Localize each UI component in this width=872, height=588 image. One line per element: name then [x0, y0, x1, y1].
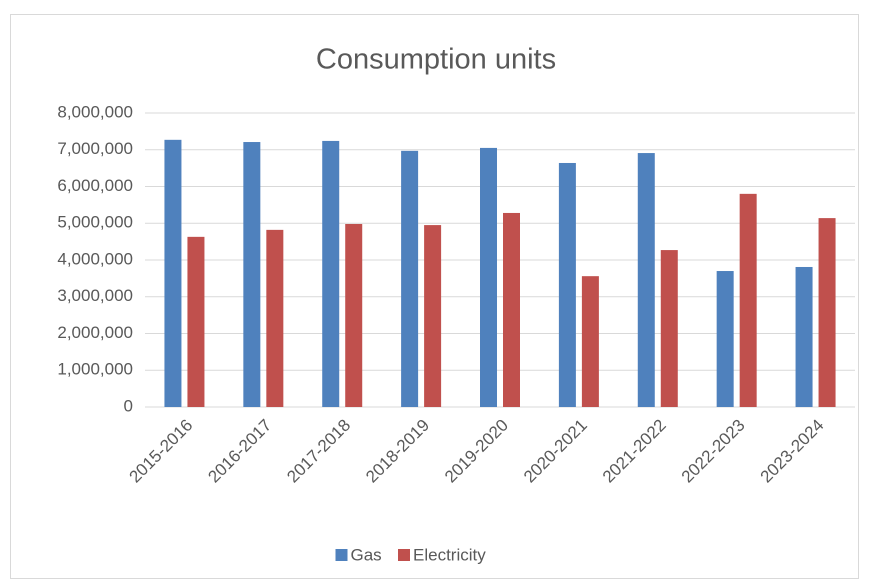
bar: [401, 150, 419, 408]
y-tick-label: 3,000,000: [57, 286, 133, 305]
legend-swatch: [335, 549, 348, 561]
y-tick-label: 1,000,000: [57, 360, 133, 379]
legend-swatch: [398, 549, 410, 561]
bar: [558, 162, 576, 407]
y-tick-label: 4,000,000: [57, 249, 133, 268]
bar: [187, 236, 205, 407]
y-tick-label: 2,000,000: [57, 323, 133, 342]
bar: [243, 142, 261, 407]
bar: [503, 212, 520, 407]
bar: [322, 140, 340, 407]
bar: [266, 229, 284, 407]
y-tick-label: 0: [124, 396, 133, 415]
bar: [818, 218, 836, 407]
bar: [480, 147, 497, 407]
bar: [424, 225, 442, 407]
y-tick-label: 6,000,000: [57, 176, 133, 195]
chart-title: Consumption units: [316, 44, 556, 76]
y-tick-label: 5,000,000: [57, 213, 133, 232]
bar: [345, 223, 363, 407]
legend-label: Electricity: [413, 545, 486, 564]
bar: [581, 276, 599, 407]
bar: [716, 271, 734, 407]
y-tick-label: 8,000,000: [57, 102, 133, 121]
bar: [660, 250, 678, 407]
bar: [795, 266, 813, 407]
y-tick-label: 7,000,000: [57, 139, 133, 158]
legend-label: Gas: [351, 545, 382, 564]
bar: [164, 139, 182, 407]
bar: [739, 193, 757, 407]
bar: [637, 153, 655, 407]
